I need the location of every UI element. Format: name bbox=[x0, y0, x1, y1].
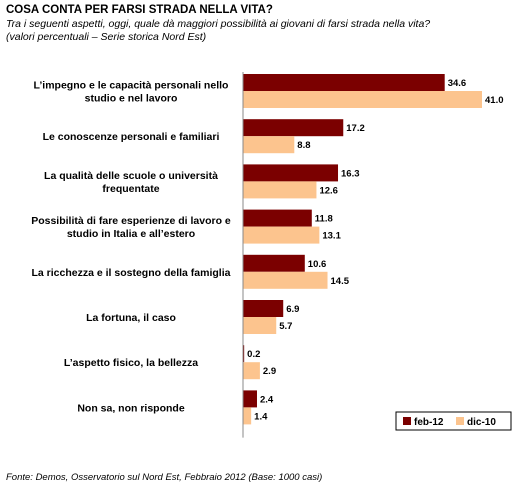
category-label-6: La fortuna, il caso bbox=[86, 312, 176, 324]
data-label-feb-12-4: 11.8 bbox=[315, 214, 333, 225]
category-label-4: Possibilità di fare esperienze di lavoro… bbox=[31, 215, 231, 227]
category-label-8: Non sa, non risponde bbox=[77, 402, 184, 414]
data-label-feb-12-1: 34.6 bbox=[448, 78, 467, 89]
legend-swatch-feb-12 bbox=[403, 417, 411, 425]
category-label-1: studio e nel lavoro bbox=[85, 93, 178, 105]
bar-dic-10-8 bbox=[243, 407, 252, 425]
bar-dic-10-6 bbox=[243, 317, 277, 334]
category-label-3: La qualità delle scuole o università bbox=[44, 170, 218, 182]
chart-subtitle: Tra i seguenti aspetti, oggi, quale dà m… bbox=[6, 18, 511, 44]
bar-feb-12-8 bbox=[243, 390, 257, 408]
category-label-3: frequentate bbox=[102, 183, 159, 195]
data-label-feb-12-8: 2.4 bbox=[260, 394, 274, 405]
bar-feb-12-7 bbox=[243, 345, 245, 363]
bar-feb-12-3 bbox=[243, 164, 339, 182]
category-label-2: Le conoscenze personali e familiari bbox=[43, 131, 220, 143]
data-label-feb-12-2: 17.2 bbox=[346, 123, 365, 134]
category-label-4: studio in Italia e all’estero bbox=[67, 228, 195, 240]
data-label-feb-12-6: 6.9 bbox=[286, 304, 299, 315]
category-labels: L’impegno e le capacità personali nellos… bbox=[31, 80, 231, 415]
data-label-dic-10-2: 8.8 bbox=[297, 140, 310, 151]
chart-title: COSA CONTA PER FARSI STRADA NELLA VITA? bbox=[6, 4, 273, 16]
data-label-dic-10-1: 41.0 bbox=[485, 95, 504, 106]
data-label-feb-12-7: 0.2 bbox=[247, 349, 260, 360]
legend-box bbox=[395, 411, 512, 431]
category-label-7: L’aspetto fisico, la bellezza bbox=[64, 357, 198, 369]
bar-dic-10-7 bbox=[243, 362, 260, 380]
bar-feb-12-5 bbox=[243, 254, 305, 272]
bar-feb-12-4 bbox=[243, 209, 312, 227]
bar-dic-10-3 bbox=[243, 181, 317, 199]
bar-dic-10-2 bbox=[243, 136, 295, 154]
source-note: Fonte: Demos, Osservatorio sul Nord Est,… bbox=[6, 472, 323, 483]
category-label-1: L’impegno e le capacità personali nello bbox=[34, 80, 229, 92]
data-label-feb-12-3: 16.3 bbox=[341, 168, 360, 179]
legend-label-dic-10: dic-10 bbox=[467, 417, 496, 428]
legend-swatch-dic-10 bbox=[456, 417, 464, 425]
bar-layer: 34.6 41.0 17.2 8.8 16.312.6 11.8 13.1 10.6 14.5 6… bbox=[243, 74, 504, 425]
data-label-dic-10-5: 14.5 bbox=[331, 276, 350, 287]
bar-dic-10-5 bbox=[243, 271, 328, 289]
subtitle-question: Tra i seguenti aspetti, oggi, quale dà m… bbox=[6, 18, 431, 30]
legend: feb-12 dic-10 bbox=[395, 411, 512, 431]
data-label-dic-10-7: 2.9 bbox=[263, 366, 276, 377]
data-label-dic-10-8: 1.4 bbox=[254, 411, 268, 422]
bar-feb-12-6 bbox=[243, 300, 284, 317]
data-label-feb-12-5: 10.6 bbox=[308, 259, 327, 270]
legend-label-feb-12: feb-12 bbox=[414, 417, 444, 428]
data-label-dic-10-6: 5.7 bbox=[279, 321, 292, 332]
bar-dic-10-1 bbox=[243, 91, 482, 108]
subtitle-note: (valori percentuali – Serie storica Nord… bbox=[6, 31, 207, 43]
category-label-5: La ricchezza e il sostegno della famigli… bbox=[32, 267, 231, 279]
data-label-dic-10-3: 12.6 bbox=[319, 185, 338, 196]
bar-feb-12-2 bbox=[243, 119, 344, 137]
bar-feb-12-1 bbox=[243, 74, 445, 91]
bar-dic-10-4 bbox=[243, 226, 320, 244]
data-label-dic-10-4: 13.1 bbox=[322, 231, 341, 242]
